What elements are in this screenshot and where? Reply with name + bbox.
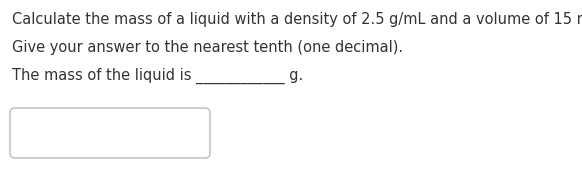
Text: Give your answer to the nearest tenth (one decimal).: Give your answer to the nearest tenth (o… <box>12 40 403 55</box>
Text: Calculate the mass of a liquid with a density of 2.5 g/mL and a volume of 15 mL.: Calculate the mass of a liquid with a de… <box>12 12 582 27</box>
Text: The mass of the liquid is ____________ g.: The mass of the liquid is ____________ g… <box>12 68 303 84</box>
FancyBboxPatch shape <box>10 108 210 158</box>
